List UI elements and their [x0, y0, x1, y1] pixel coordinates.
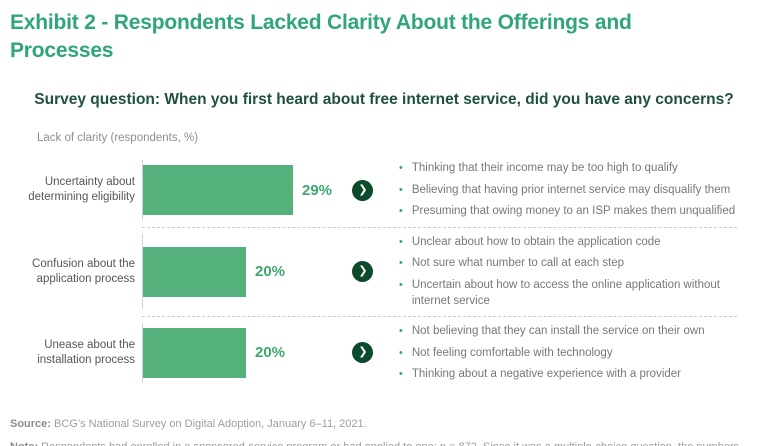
bullet-item: • Thinking about a negative experience wi…	[399, 366, 736, 383]
bullet-text: Uncertain about how to access the online…	[411, 278, 720, 308]
bar-track: 29%	[142, 160, 352, 220]
bar-track: 20%	[142, 323, 352, 383]
bullet-dot-icon: •	[399, 257, 403, 270]
bullet-dot-icon: •	[399, 205, 403, 218]
bullet-text: Thinking that their income may be too hi…	[411, 162, 678, 175]
category-label: Unease about the installation process	[37, 338, 135, 366]
source-line: Source: BCG’s National Survey on Digital…	[10, 416, 748, 433]
bullet-text: Unclear about how to obtain the applicat…	[411, 235, 661, 248]
bullet-item: • Presuming that owing money to an ISP ma…	[399, 203, 736, 220]
bullet-text: Not believing that they can install the …	[411, 325, 705, 338]
bullet-dot-icon: •	[399, 368, 403, 381]
bullet-text: Presuming that owing money to an ISP mak…	[411, 205, 736, 218]
bullet-item: • Thinking that their income may be too h…	[399, 160, 736, 177]
bullet-item: • Believing that having prior internet se…	[399, 182, 736, 199]
row-separator	[142, 226, 737, 228]
exhibit-title: Exhibit 2 - Respondents Lacked Clarity A…	[10, 11, 632, 62]
bullet-dot-icon: •	[399, 162, 403, 175]
note-label: Note:	[10, 441, 38, 446]
chart-row: Uncertainty about determining eligibilit…	[0, 153, 768, 228]
bullet-item: • Not believing that they can install the…	[399, 323, 736, 340]
bullet-dot-icon: •	[399, 278, 403, 291]
bullet-dot-icon: •	[399, 183, 403, 196]
chart-row: Unease about the installation process 20…	[0, 316, 768, 390]
row-separator	[142, 316, 737, 318]
bullet-list: • Not believing that they can install the…	[399, 323, 768, 383]
bullet-dot-icon: •	[399, 235, 403, 248]
bar	[143, 165, 293, 216]
note-line: Note: Respondents had enrolled in a spon…	[10, 439, 748, 446]
category-label: Uncertainty about determining eligibilit…	[28, 176, 135, 204]
bullet-item: • Not sure what number to call at each st…	[399, 255, 736, 272]
bullet-item: • Uncertain about how to access the onlin…	[399, 277, 736, 309]
axis-label: Lack of clarity (respondents, %)	[37, 132, 199, 145]
bullet-list: • Unclear about how to obtain the applica…	[399, 234, 768, 309]
value-label: 20%	[255, 344, 286, 362]
bar	[143, 327, 246, 378]
bullet-text: Believing that having prior internet ser…	[411, 183, 731, 196]
bullet-dot-icon: •	[399, 325, 403, 338]
source-label: Source:	[10, 417, 51, 430]
source-text: BCG’s National Survey on Digital Adoptio…	[50, 417, 367, 430]
bar	[143, 246, 246, 297]
chart-row: Confusion about the application process …	[0, 227, 768, 318]
bullet-list: • Thinking that their income may be too h…	[399, 160, 768, 220]
survey-question: Survey question: When you first heard ab…	[34, 91, 734, 109]
bullet-text: Thinking about a negative experience wit…	[411, 368, 681, 381]
bullet-item: • Unclear about how to obtain the applica…	[399, 234, 736, 251]
arrow-circle: ❯	[352, 342, 373, 364]
note-text: Respondents had enrolled in a sponsored-…	[10, 441, 739, 446]
bullet-text: Not feeling comfortable with technology	[411, 346, 613, 359]
bullet-dot-icon: •	[399, 346, 403, 359]
chevron-right-icon: ❯	[358, 183, 368, 196]
value-label: 29%	[302, 181, 333, 199]
footer: Source: BCG’s National Survey on Digital…	[10, 416, 748, 446]
bar-track: 20%	[142, 233, 352, 310]
bullet-item: • Not feeling comfortable with technology	[399, 345, 736, 362]
bullet-text: Not sure what number to call at each ste…	[411, 257, 625, 270]
value-label: 20%	[255, 263, 286, 281]
category-label: Confusion about the application process	[32, 257, 135, 285]
arrow-circle: ❯	[352, 261, 373, 283]
arrow-circle: ❯	[352, 179, 373, 201]
chevron-right-icon: ❯	[358, 346, 368, 359]
chevron-right-icon: ❯	[358, 265, 368, 278]
bar-chart: Uncertainty about determining eligibilit…	[0, 153, 768, 389]
